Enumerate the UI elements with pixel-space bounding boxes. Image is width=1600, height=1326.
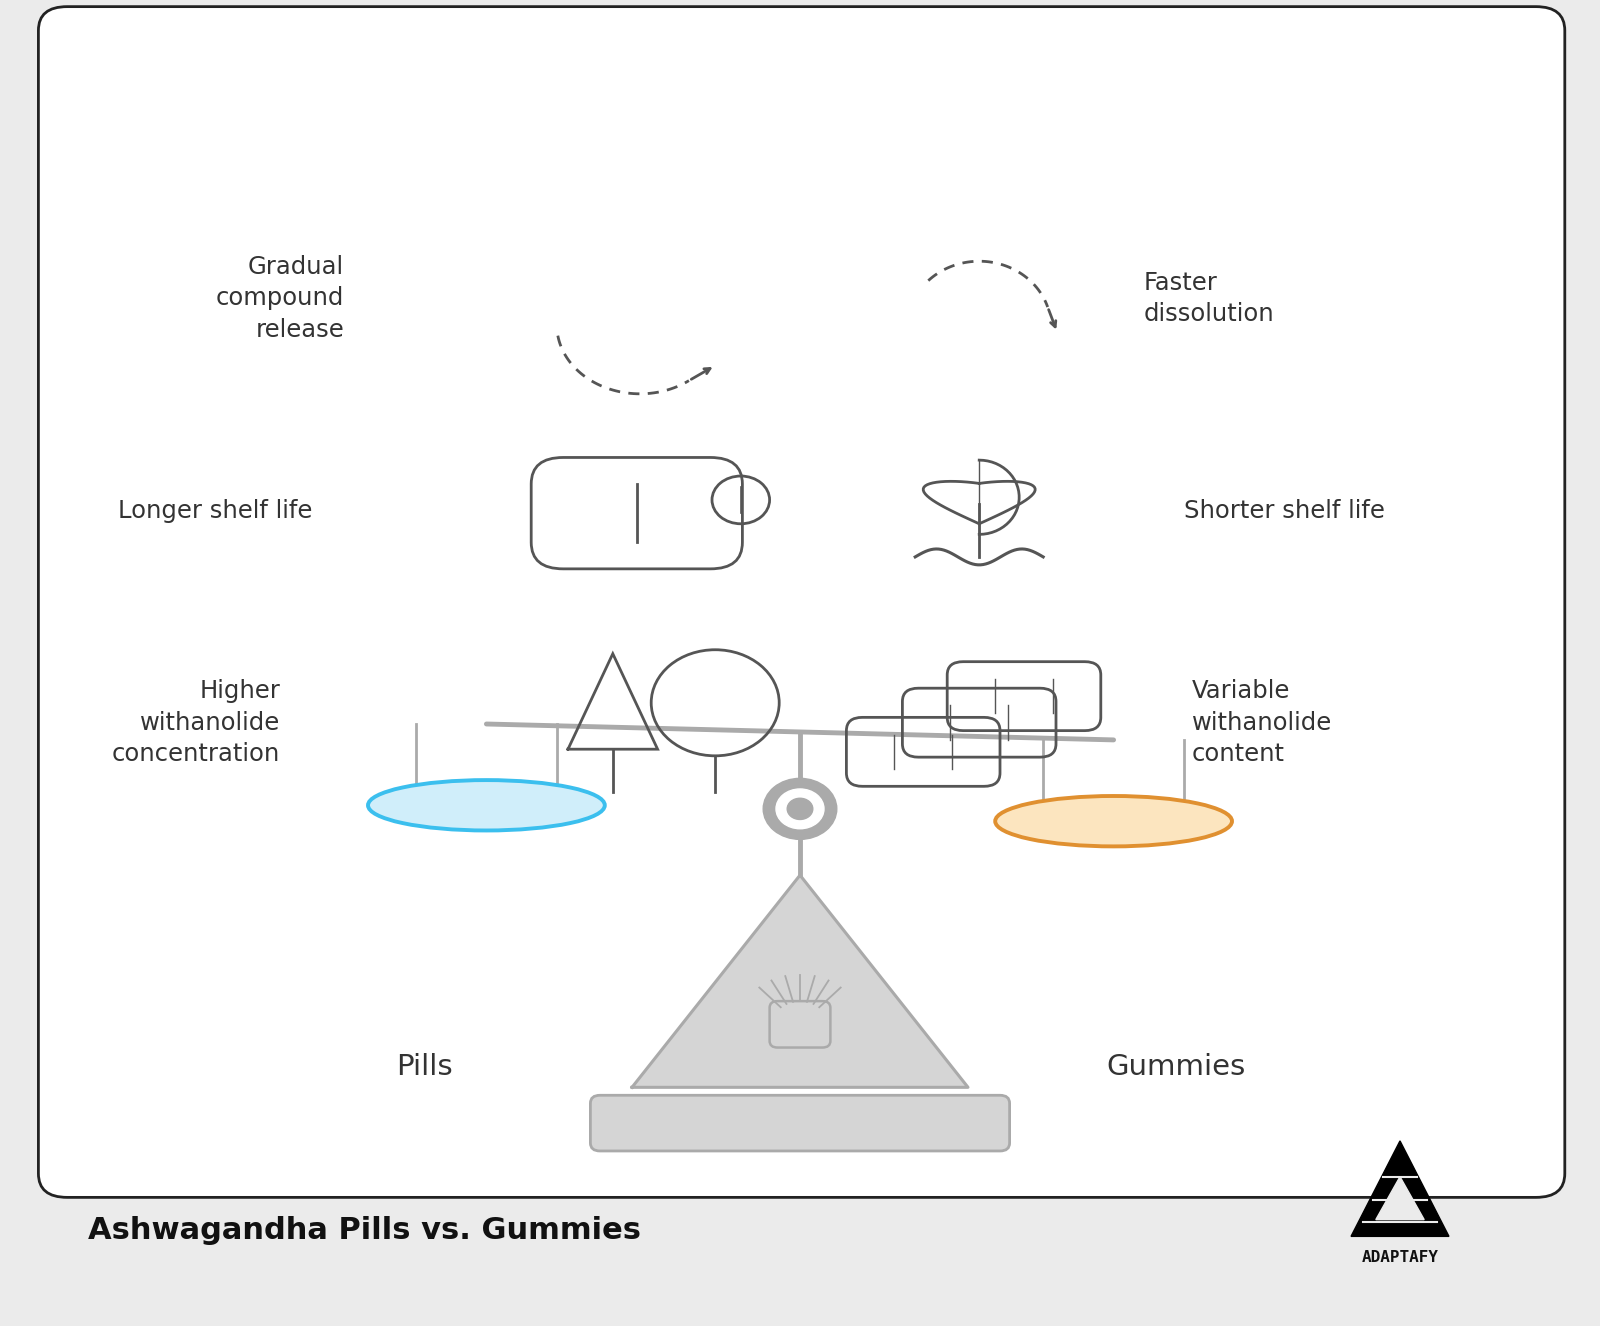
Circle shape: [787, 798, 813, 819]
FancyBboxPatch shape: [590, 1095, 1010, 1151]
Ellipse shape: [995, 796, 1232, 846]
FancyBboxPatch shape: [38, 7, 1565, 1197]
Text: Faster
dissolution: Faster dissolution: [1144, 271, 1275, 326]
Text: Higher
withanolide
concentration: Higher withanolide concentration: [112, 679, 280, 766]
Text: Shorter shelf life: Shorter shelf life: [1184, 499, 1386, 522]
Polygon shape: [1350, 1140, 1450, 1236]
FancyBboxPatch shape: [770, 1001, 830, 1048]
Text: Gradual
compound
release: Gradual compound release: [216, 255, 344, 342]
Text: ADAPTAFY: ADAPTAFY: [1362, 1249, 1438, 1265]
Ellipse shape: [368, 780, 605, 830]
Text: Variable
withanolide
content: Variable withanolide content: [1192, 679, 1333, 766]
Polygon shape: [632, 875, 968, 1087]
Text: Gummies: Gummies: [1106, 1053, 1246, 1082]
Polygon shape: [1376, 1176, 1424, 1220]
Circle shape: [763, 778, 837, 839]
Circle shape: [776, 789, 824, 829]
Text: Ashwagandha Pills vs. Gummies: Ashwagandha Pills vs. Gummies: [88, 1216, 642, 1245]
Text: Pills: Pills: [395, 1053, 453, 1082]
Text: Longer shelf life: Longer shelf life: [118, 499, 312, 522]
